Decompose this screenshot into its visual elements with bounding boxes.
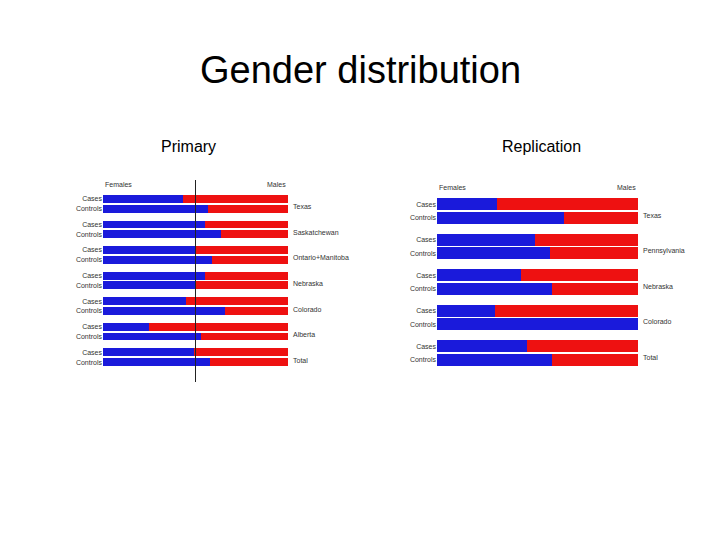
svg-text:Colorado: Colorado	[293, 306, 322, 313]
svg-text:Nebraska: Nebraska	[643, 283, 673, 290]
svg-text:Alberta: Alberta	[293, 331, 315, 338]
svg-text:Texas: Texas	[293, 203, 312, 210]
svg-text:Cases: Cases	[416, 201, 436, 208]
svg-text:Colorado: Colorado	[643, 318, 672, 325]
svg-text:Cases: Cases	[416, 343, 436, 350]
svg-text:Controls: Controls	[76, 307, 103, 314]
svg-text:Controls: Controls	[76, 359, 103, 366]
svg-text:Cases: Cases	[416, 236, 436, 243]
svg-text:Controls: Controls	[410, 250, 437, 257]
svg-text:Saskatchewan: Saskatchewan	[293, 229, 339, 236]
svg-text:Controls: Controls	[76, 282, 103, 289]
svg-text:Primary: Primary	[161, 138, 216, 155]
svg-text:Cases: Cases	[82, 298, 102, 305]
svg-text:Controls: Controls	[410, 214, 437, 221]
svg-text:Texas: Texas	[643, 212, 662, 219]
svg-text:Controls: Controls	[76, 205, 103, 212]
svg-text:Males: Males	[267, 181, 286, 188]
svg-text:Cases: Cases	[82, 323, 102, 330]
svg-text:Nebraska: Nebraska	[293, 280, 323, 287]
svg-text:Cases: Cases	[416, 272, 436, 279]
svg-text:Controls: Controls	[410, 321, 437, 328]
svg-text:Pennsylvania: Pennsylvania	[643, 247, 685, 255]
svg-text:Gender distribution: Gender distribution	[200, 49, 521, 91]
svg-text:Cases: Cases	[416, 307, 436, 314]
svg-text:Replication: Replication	[502, 138, 581, 155]
svg-text:Controls: Controls	[76, 231, 103, 238]
svg-text:Cases: Cases	[82, 349, 102, 356]
svg-text:Controls: Controls	[410, 285, 437, 292]
svg-text:Males: Males	[617, 184, 636, 191]
svg-text:Cases: Cases	[82, 221, 102, 228]
svg-text:Total: Total	[643, 354, 658, 361]
svg-text:Ontario+Manitoba: Ontario+Manitoba	[293, 254, 349, 261]
svg-text:Cases: Cases	[82, 195, 102, 202]
svg-text:Controls: Controls	[76, 333, 103, 340]
svg-text:Total: Total	[293, 357, 308, 364]
svg-text:Cases: Cases	[82, 246, 102, 253]
svg-text:Females: Females	[105, 181, 132, 188]
svg-text:Females: Females	[439, 184, 466, 191]
svg-text:Cases: Cases	[82, 272, 102, 279]
svg-text:Controls: Controls	[410, 356, 437, 363]
svg-text:Controls: Controls	[76, 256, 103, 263]
